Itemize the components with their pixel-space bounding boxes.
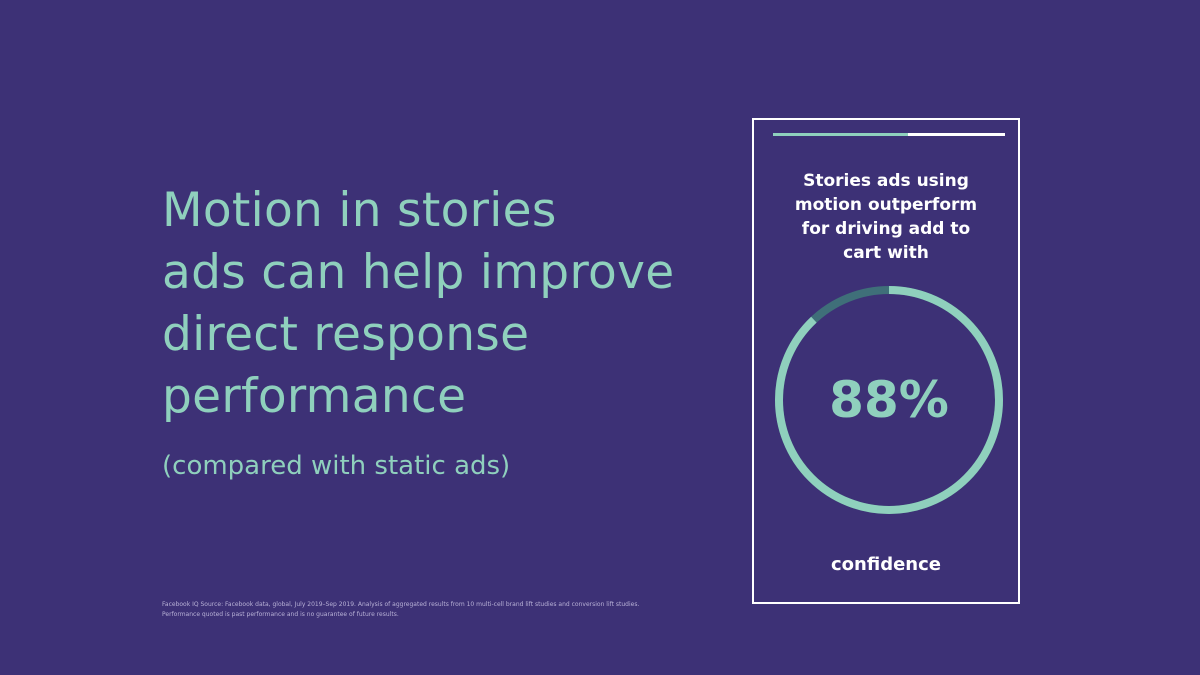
stat-caption: confidence	[831, 554, 941, 575]
source-footnote: Facebook IQ Source: Facebook data, globa…	[162, 601, 640, 618]
story-progress-fill	[773, 133, 908, 136]
ring-progress-arc	[775, 286, 1003, 514]
headline-line: direct response	[162, 307, 530, 362]
card-description-line: motion outperform	[794, 195, 978, 215]
card-description-line: Stories ads using	[803, 171, 969, 191]
story-phone-frame: Stories ads using motion outperform for …	[752, 118, 1020, 604]
card-description-line: for driving add to	[801, 219, 971, 239]
stat-value: 88%	[829, 371, 949, 429]
subheadline: (compared with static ads)	[162, 451, 511, 481]
percentage-ring	[775, 286, 1003, 514]
card-description: Stories ads using motion outperform for …	[754, 169, 1018, 265]
headline-line: performance	[162, 369, 467, 424]
story-progress-bar	[773, 133, 1005, 136]
headline: Motion in stories ads can help improve d…	[162, 180, 742, 428]
headline-line: Motion in stories	[162, 183, 557, 238]
headline-line: ads can help improve	[162, 245, 675, 300]
card-description-line: cart with	[843, 243, 929, 263]
